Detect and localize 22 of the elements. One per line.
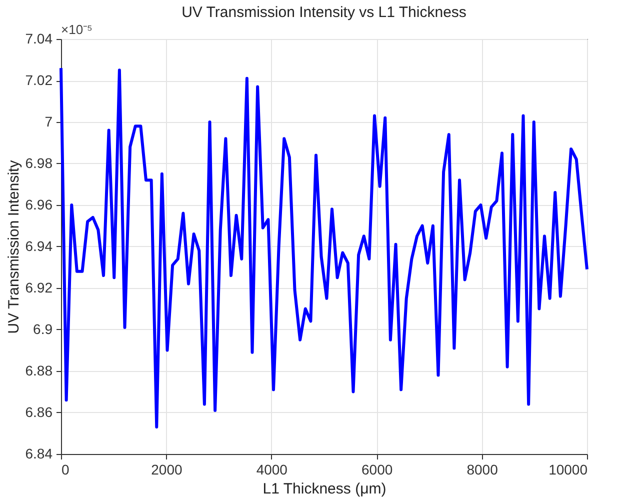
x-axis-title: L1 Thickness (μm): [262, 480, 386, 498]
y-tick-label: 6.9: [33, 321, 53, 337]
x-tick-label: 4000: [256, 462, 288, 478]
x-tick-label: 8000: [466, 462, 498, 478]
y-tick-label: 6.94: [25, 238, 53, 254]
x-tick-label: 2000: [151, 462, 182, 478]
y-tick-label: 6.88: [25, 362, 53, 378]
x-tick-label: 0: [62, 462, 70, 478]
y-tick-label: 7.02: [25, 72, 53, 88]
y-tick-label: 6.86: [25, 404, 53, 420]
y-tick-label: 7: [44, 114, 53, 130]
y-tick-label: 6.84: [25, 446, 53, 462]
y-tick-label: 6.98: [25, 155, 53, 171]
chart-title: UV Transmission Intensity vs L1 Thickness: [182, 4, 466, 21]
y-axis-title: UV Transmission Intensity: [5, 160, 22, 334]
x-tick-label: 10000: [548, 462, 588, 478]
line-series: [60, 66, 588, 429]
y-tick-label: 7.04: [25, 30, 53, 46]
y-tick-label: 6.92: [25, 280, 53, 296]
y-tick-label: 6.96: [25, 196, 53, 212]
text: ×10⁻⁵: [61, 22, 92, 37]
x-tick-label: 6000: [362, 462, 393, 478]
